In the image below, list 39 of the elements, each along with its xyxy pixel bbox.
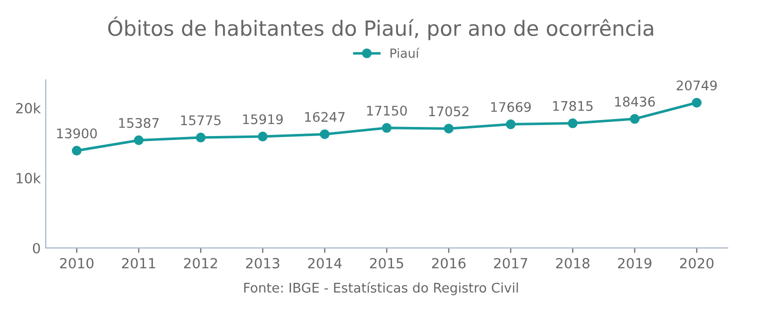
x-tick-label: 2017 (494, 258, 528, 268)
legend-label: Piauí (390, 48, 420, 58)
y-tick-label: 20k (16, 102, 41, 114)
data-label: 16247 (305, 112, 345, 122)
data-label: 17669 (491, 102, 531, 112)
x-tick-label: 2015 (370, 258, 404, 268)
x-tick-label: 2014 (308, 258, 342, 268)
data-label: 15775 (181, 115, 221, 126)
x-tick-label: 2012 (184, 258, 217, 268)
y-tick-label: 10k (16, 172, 41, 184)
point (196, 132, 206, 142)
x-tick-label: 2020 (680, 258, 714, 268)
data-label: 20749 (676, 80, 717, 90)
chart-title: Óbitos de habitantes do Piauí, por ano de ocorrência (108, 16, 654, 40)
point (692, 98, 702, 108)
x-tick-label: 2010 (60, 258, 94, 268)
point (72, 146, 82, 156)
x-tick-label: 2019 (618, 258, 652, 268)
point (568, 118, 578, 128)
y-tick-label: 0 (32, 242, 40, 254)
point (630, 114, 640, 124)
point (134, 135, 144, 146)
point (382, 123, 392, 133)
data-label: 17815 (553, 100, 593, 111)
x-tick-label: 2013 (246, 258, 280, 268)
point (506, 119, 516, 130)
point (258, 132, 268, 142)
x-tick-label: 2011 (122, 258, 156, 268)
point (320, 129, 330, 140)
data-label: 17052 (429, 106, 468, 116)
data-label: 13900 (57, 128, 97, 138)
data-label: 18436 (615, 96, 655, 107)
data-label: 17150 (367, 106, 407, 116)
data-label: 15387 (119, 118, 159, 128)
x-tick-label: 2018 (556, 258, 590, 268)
source-note: Fonte: IBGE - Estatísticas do Registro Civil (244, 282, 518, 296)
point (444, 124, 454, 134)
x-tick-label: 2016 (432, 258, 466, 268)
data-label: 15919 (243, 114, 283, 124)
